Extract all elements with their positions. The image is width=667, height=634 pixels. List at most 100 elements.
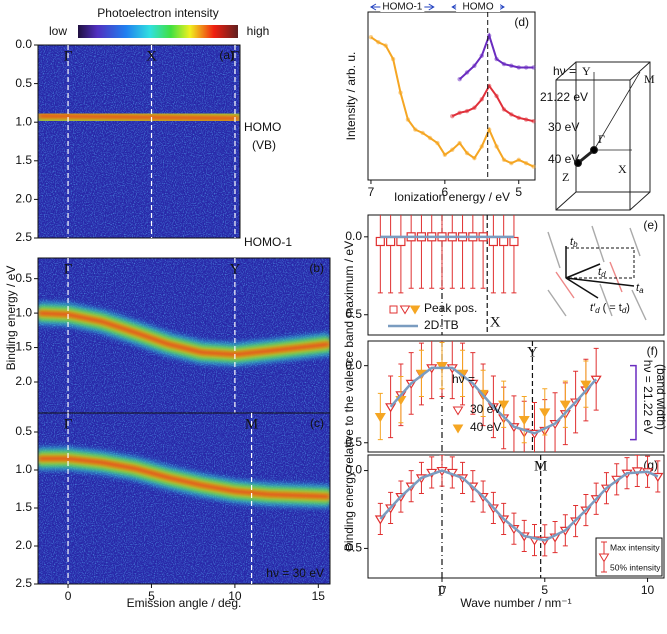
x-tick-label: 10 <box>641 583 655 597</box>
label-note: ) <box>626 302 630 314</box>
legend-label: 2D-TB <box>424 318 459 332</box>
panel-label: (d) <box>514 15 529 29</box>
y-tick-label: 2.5 <box>15 230 32 244</box>
heatmap-noise <box>38 45 240 238</box>
x-tick-label: 15 <box>312 589 326 603</box>
y-tick-label: 0.5 <box>15 76 32 90</box>
spectrum-point <box>398 90 403 95</box>
spectrum-point <box>501 107 507 112</box>
spectrum-point <box>531 65 536 70</box>
spectrum-point <box>501 157 507 163</box>
spectrum-point <box>472 105 477 110</box>
symmetry-label: M <box>245 416 258 432</box>
panel-label: (b) <box>309 261 324 275</box>
panel-label: (a) <box>219 48 234 62</box>
x-tick-label: 0 <box>65 589 72 603</box>
bz-axes <box>575 71 641 165</box>
error-legend-label: 50% intensity <box>610 562 661 572</box>
spectrum-point <box>501 61 507 67</box>
region-label-bg <box>380 1 425 12</box>
bz-label: Z <box>562 170 569 184</box>
bz-label: X <box>618 162 627 176</box>
legend-label: 30 eV <box>470 402 501 416</box>
spectrum-point <box>479 144 484 149</box>
y-tick-label: 2.0 <box>15 374 32 388</box>
symmetry-label: Y <box>527 344 538 360</box>
panel: (c) 0.5 1.0 1.5 2.0 2.5 0 5 10 15 Emission angle /… <box>15 412 331 610</box>
spectrum-point <box>427 135 433 141</box>
x-tick-label: 6 <box>442 185 449 199</box>
spectrum-point <box>516 115 521 121</box>
spectrum-point <box>457 77 462 82</box>
marker <box>518 416 530 426</box>
x-axis-label: Wave number / nm⁻¹ <box>460 596 571 610</box>
plot-frame <box>367 454 665 579</box>
error-legend-label: Max intensity <box>610 542 660 552</box>
symmetry-label: X <box>490 314 501 330</box>
marker <box>436 362 448 372</box>
colorbar-high: high <box>247 24 270 38</box>
y-tick-label: 0.5 <box>15 424 32 438</box>
bz-z <box>574 159 582 167</box>
legend-label: 30 eV <box>548 120 579 134</box>
x-tick-label: 5 <box>515 185 522 199</box>
y-tick-label: 0.5 <box>15 271 32 285</box>
panel-label: (c) <box>310 416 324 430</box>
transfer-label: td <box>598 266 606 279</box>
legend-symbol <box>389 305 398 314</box>
lattice-inset <box>547 225 647 321</box>
legend-title: hν = <box>553 64 576 78</box>
y-tick-label: 1.0 <box>15 114 32 128</box>
marker <box>580 380 592 390</box>
label-main: t <box>570 236 574 248</box>
label-main: t <box>636 282 640 294</box>
marker <box>539 408 551 418</box>
spectrum-point <box>479 97 484 102</box>
bz-label: Y <box>582 64 591 78</box>
spectrum-line <box>451 84 534 123</box>
intensity-band <box>38 114 240 121</box>
x-tick-label: 10 <box>228 589 242 603</box>
intensity-band <box>38 456 330 499</box>
plot-frame <box>367 214 665 336</box>
transfer-label: tb <box>570 236 578 249</box>
region-label: HOMO <box>463 2 494 13</box>
label-sub: d <box>622 306 627 315</box>
label-main: t <box>598 266 602 278</box>
y-tick-label: 0.5 <box>345 435 362 449</box>
side-label: (VB) <box>252 138 276 152</box>
spectrum-point <box>472 155 477 161</box>
spectrum-point <box>509 63 514 68</box>
spectrum-point <box>479 53 484 58</box>
transfer-label: t′d( = td) <box>590 302 630 315</box>
marker <box>559 400 571 410</box>
spectrum-point <box>494 56 499 62</box>
symmetry-label: Γ <box>438 583 447 599</box>
x-tick-label: 0 <box>439 583 446 597</box>
marker <box>509 236 519 247</box>
label-note: ( = t <box>603 302 622 314</box>
symmetry-label: Γ <box>64 48 73 64</box>
spectrum-point <box>405 117 411 122</box>
legend-label: 21.22 eV <box>540 90 588 104</box>
spectrum-point <box>464 150 470 156</box>
x-axis-label: Emission angle / deg. <box>127 596 242 610</box>
label-sub: d <box>601 270 606 279</box>
panel: (a) 0.0 0.5 1.0 1.5 2.0 2.5 Γ X Γ HOMO (VB) HOMO-1 <box>15 37 292 249</box>
spectrum-line <box>370 36 534 168</box>
y-tick-label: 0.5 <box>345 541 362 555</box>
marker <box>375 236 385 247</box>
colorbar: Photoelectron intensity low high <box>49 6 269 38</box>
legend-title: hν = <box>452 372 475 386</box>
spectrum-point <box>472 63 477 68</box>
legend-label: Peak pos. <box>424 301 477 315</box>
spectrum-point <box>390 56 396 62</box>
y-axis-label: Binding energy relative to the valence b… <box>342 241 356 551</box>
spectrum-point <box>435 140 440 146</box>
spectrum-point <box>368 35 374 40</box>
panel: (d) 7 6 5 Ionization energy / eV Intensity / … <box>344 1 588 204</box>
y-tick-label: 1.5 <box>15 340 32 354</box>
